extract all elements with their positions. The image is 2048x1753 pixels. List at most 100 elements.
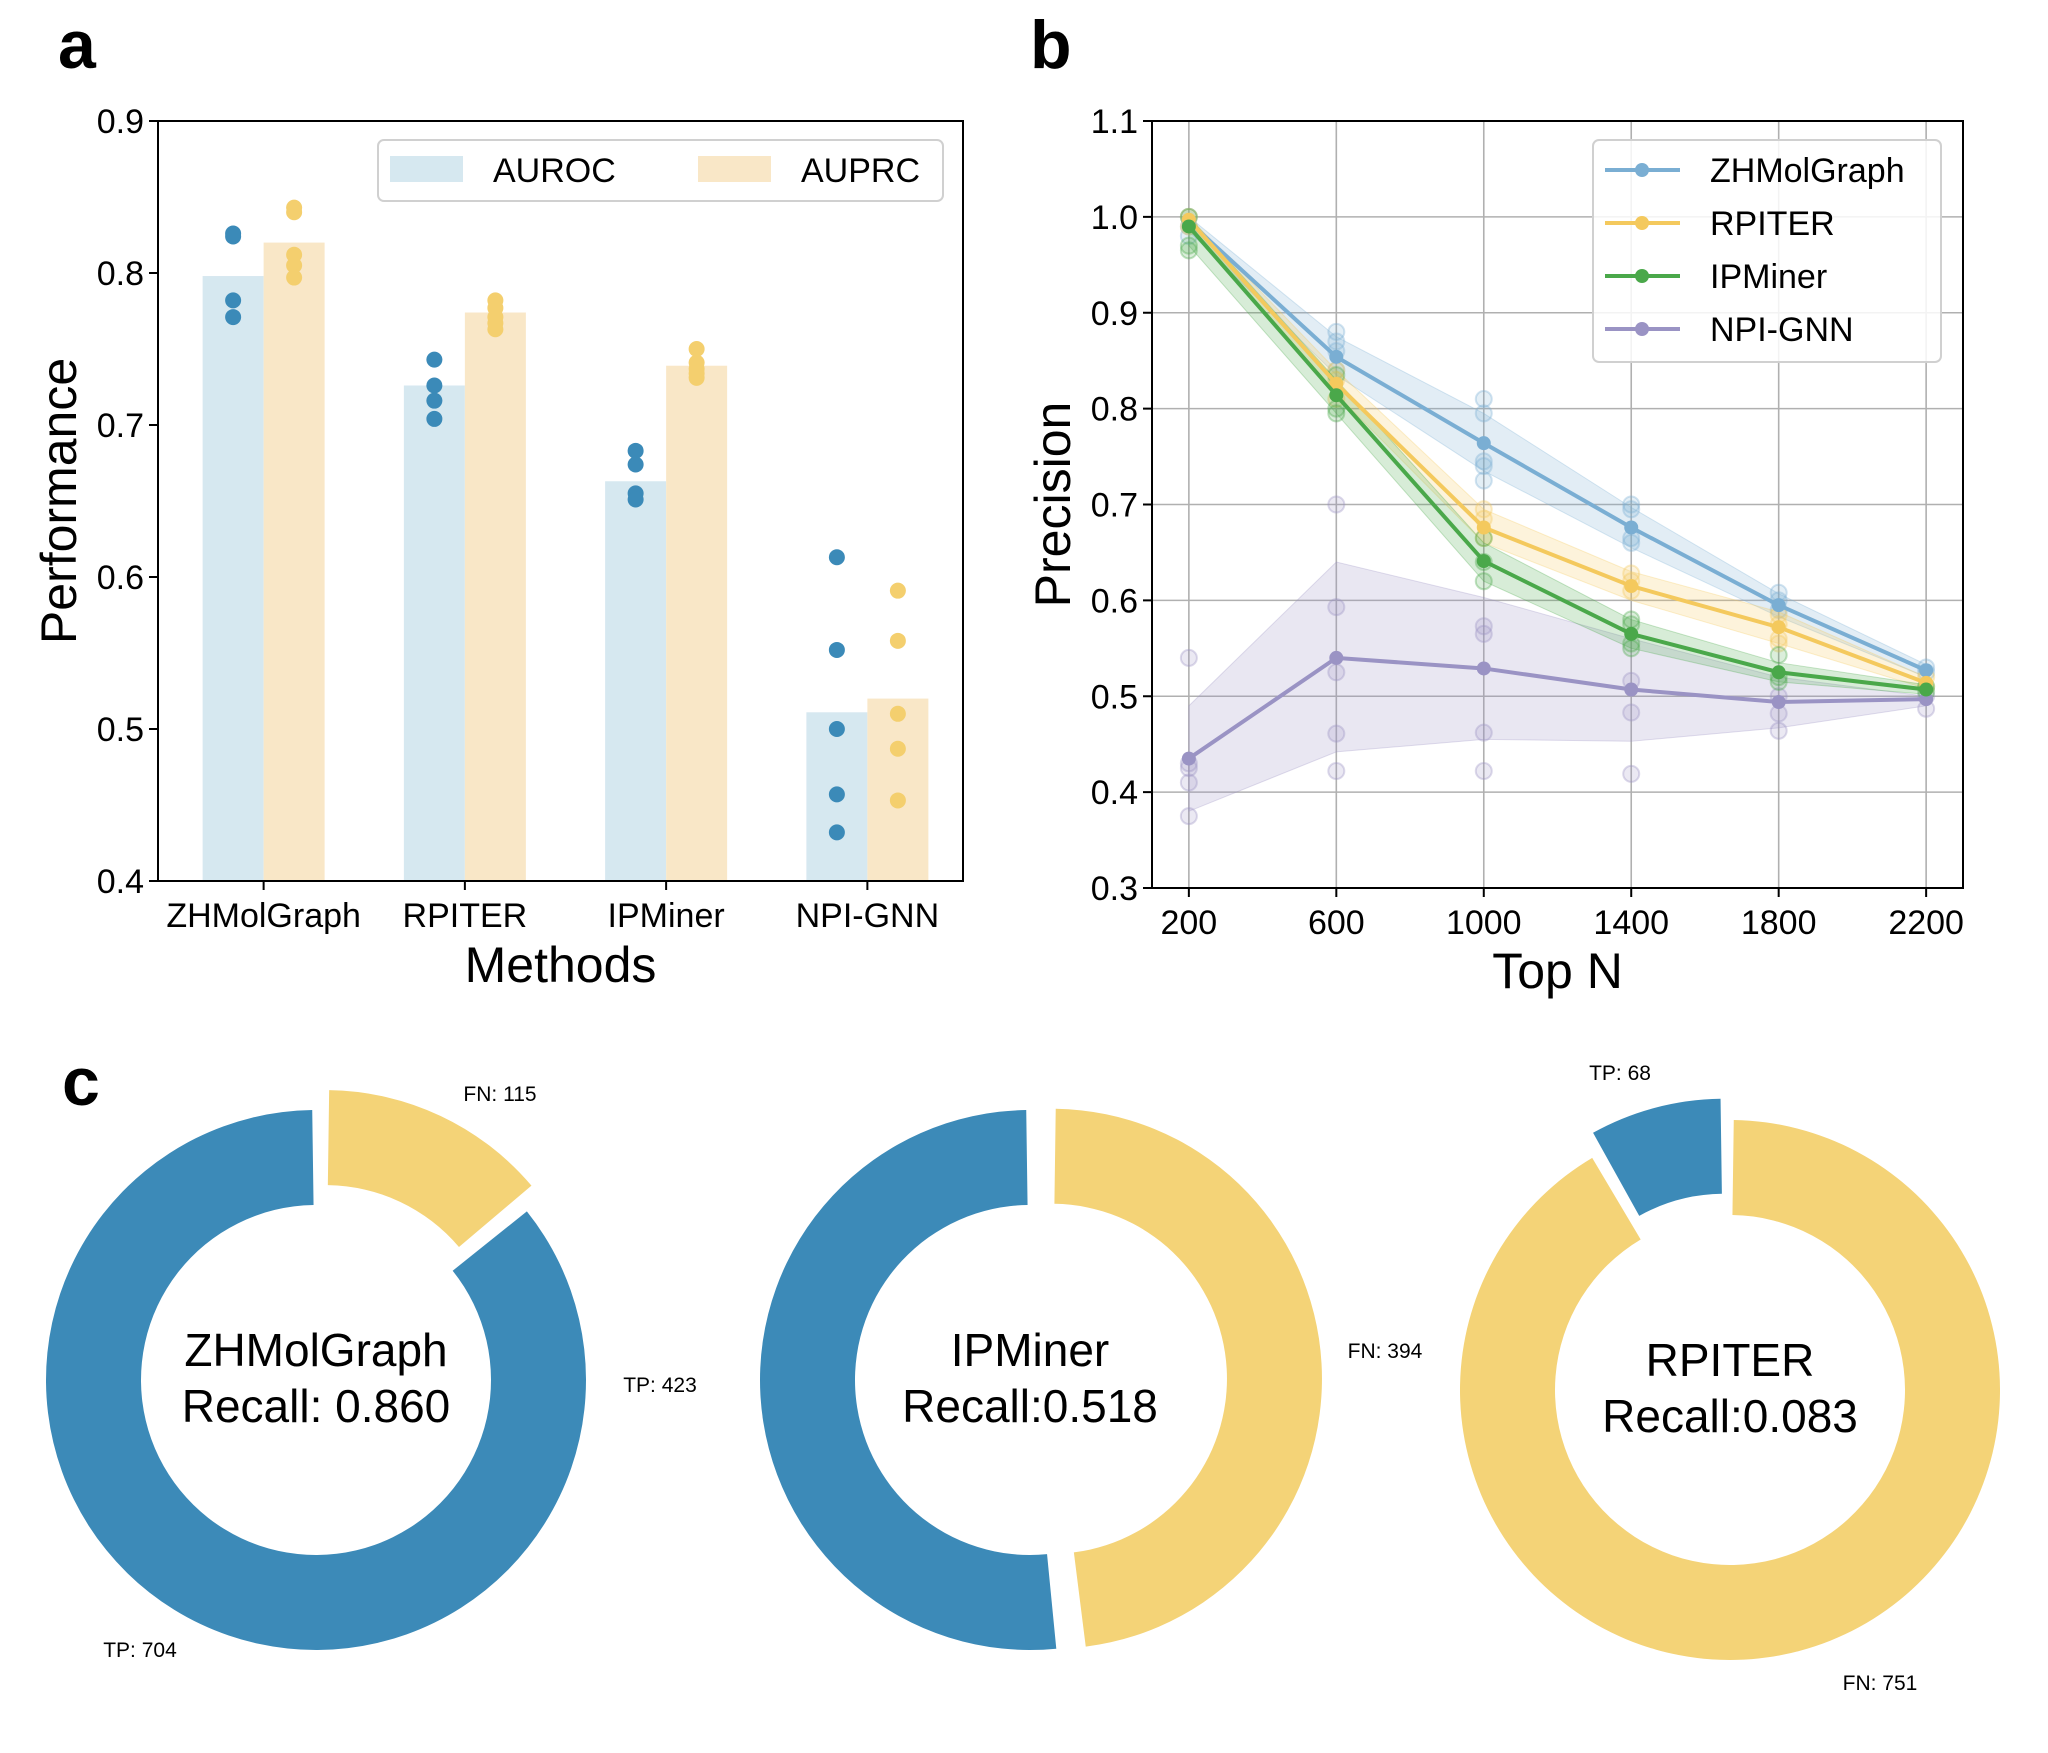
slice-label-tp: TP: 423: [623, 1374, 697, 1397]
point-auprc: [889, 632, 906, 649]
bar-auroc: [202, 276, 264, 881]
y-tick-label: 1.1: [1091, 103, 1138, 141]
y-tick-label: 1.0: [1091, 199, 1138, 237]
raw-point-ipminer: [1474, 572, 1493, 591]
raw-point-npi-gnn: [1474, 617, 1493, 636]
marker-npi-gnn: [1624, 682, 1639, 697]
chart-a-bar-performance: ZHMolGraph RPITER IPMiner NPI-GNN 0.4 0.5 0.6 0…: [31, 103, 964, 993]
donut-center-name: IPMiner: [951, 1324, 1109, 1376]
y-tick-label: 0.9: [97, 103, 144, 141]
raw-point-zhmolgraph: [1474, 404, 1493, 423]
marker-ipminer: [1329, 388, 1344, 403]
line-ipminer: [1187, 225, 1927, 692]
marker-npi-gnn: [1181, 751, 1196, 766]
raw-point-ipminer: [1179, 241, 1198, 260]
point-auroc: [426, 351, 443, 368]
point-auprc: [286, 269, 303, 286]
point-auroc: [225, 309, 242, 326]
marker-ipminer: [1181, 219, 1196, 234]
donut-slice-fn: [1054, 1108, 1322, 1647]
line-zhmolgraph: [1187, 220, 1927, 673]
raw-point-zhmolgraph: [1622, 500, 1641, 519]
x-tick-label: 600: [1308, 904, 1365, 942]
y-tick-label: 0.7: [97, 407, 144, 445]
axes-frame: [157, 120, 964, 882]
y-tick-label: 0.7: [1091, 487, 1138, 525]
raw-point-npi-gnn: [1622, 764, 1641, 783]
line-rpiter: [1187, 218, 1927, 685]
y-tick-label: 0.8: [1091, 391, 1138, 429]
legend-label-zhmolgraph: ZHMolGraph: [1710, 152, 1905, 190]
raw-point-npi-gnn: [1327, 598, 1346, 617]
marker-zhmolgraph: [1329, 349, 1344, 364]
marker-rpiter: [1329, 376, 1344, 391]
y-tick-label: 0.4: [1091, 774, 1138, 812]
y-tick-label: 0.6: [1091, 582, 1138, 620]
marker-npi-gnn: [1476, 661, 1491, 676]
y-tick-label: 0.5: [97, 711, 144, 749]
legend-swatch-auroc: [390, 156, 463, 182]
x-tick-label: 1400: [1593, 904, 1669, 942]
point-auroc: [225, 292, 242, 309]
point-auroc: [225, 228, 242, 245]
marker-ipminer: [1919, 682, 1934, 697]
bar-auprc: [666, 365, 728, 882]
donut-center-recall: Recall:0.518: [902, 1380, 1158, 1432]
point-auroc: [828, 721, 845, 737]
raw-point-ipminer: [1327, 404, 1346, 423]
raw-point-npi-gnn: [1327, 663, 1346, 682]
point-auprc: [286, 257, 303, 274]
donut-slice-tp: [759, 1110, 1057, 1651]
point-auroc: [828, 549, 845, 566]
slice-label-fn: FN: 394: [1348, 1340, 1423, 1363]
y-axis-title: Performance: [31, 358, 87, 644]
panel-label-c: c: [62, 1044, 100, 1120]
x-axis-title: Methods: [465, 937, 657, 993]
x-axis-title: Top N: [1492, 943, 1623, 999]
axes-frame: [1151, 120, 1964, 889]
marker-npi-gnn: [1771, 695, 1786, 710]
legend-marker-ipminer: [1635, 269, 1649, 283]
legend-marker-npi-gnn: [1635, 322, 1649, 336]
y-tick-label: 0.5: [1091, 678, 1138, 716]
point-auprc: [286, 204, 303, 221]
point-auroc: [828, 824, 845, 841]
marker-rpiter: [1624, 578, 1639, 593]
donut-slice-fn: [327, 1090, 532, 1248]
x-tick-label: ZHMolGraph: [166, 897, 361, 935]
marker-zhmolgraph: [1919, 663, 1934, 678]
raw-point-zhmolgraph: [1474, 390, 1493, 409]
legend-marker-rpiter: [1635, 216, 1649, 230]
slice-label-fn: FN: 751: [1843, 1672, 1918, 1695]
point-auprc: [889, 740, 906, 757]
raw-point-npi-gnn: [1622, 703, 1641, 722]
legend-label-auroc: AUROC: [493, 152, 616, 190]
raw-point-rpiter: [1769, 634, 1788, 653]
point-auprc: [688, 369, 705, 386]
x-tick-label: 200: [1160, 904, 1217, 942]
donut-slice-tp: [46, 1110, 587, 1651]
donut-center-name: ZHMolGraph: [184, 1324, 447, 1376]
legend-box: [1592, 139, 1942, 363]
legend-label-auprc: AUPRC: [801, 152, 920, 190]
marker-zhmolgraph: [1476, 436, 1491, 451]
point-auprc: [688, 341, 705, 357]
raw-point-npi-gnn: [1474, 762, 1493, 781]
point-auprc: [487, 321, 504, 338]
raw-point-zhmolgraph: [1622, 533, 1641, 552]
point-auroc: [828, 641, 845, 658]
raw-point-ipminer: [1769, 646, 1788, 665]
raw-point-zhmolgraph: [1474, 471, 1493, 490]
marker-ipminer: [1476, 554, 1491, 569]
x-tick-label: 1800: [1741, 904, 1817, 942]
bar-auroc: [605, 481, 667, 881]
raw-point-zhmolgraph: [1327, 332, 1346, 351]
y-axis-title: Precision: [1025, 402, 1081, 608]
point-auprc: [889, 792, 906, 809]
raw-point-zhmolgraph: [1622, 495, 1641, 514]
y-tick-label: 0.3: [1091, 870, 1138, 908]
y-tick-label: 0.6: [97, 559, 144, 597]
legend-label-rpiter: RPITER: [1710, 205, 1835, 243]
